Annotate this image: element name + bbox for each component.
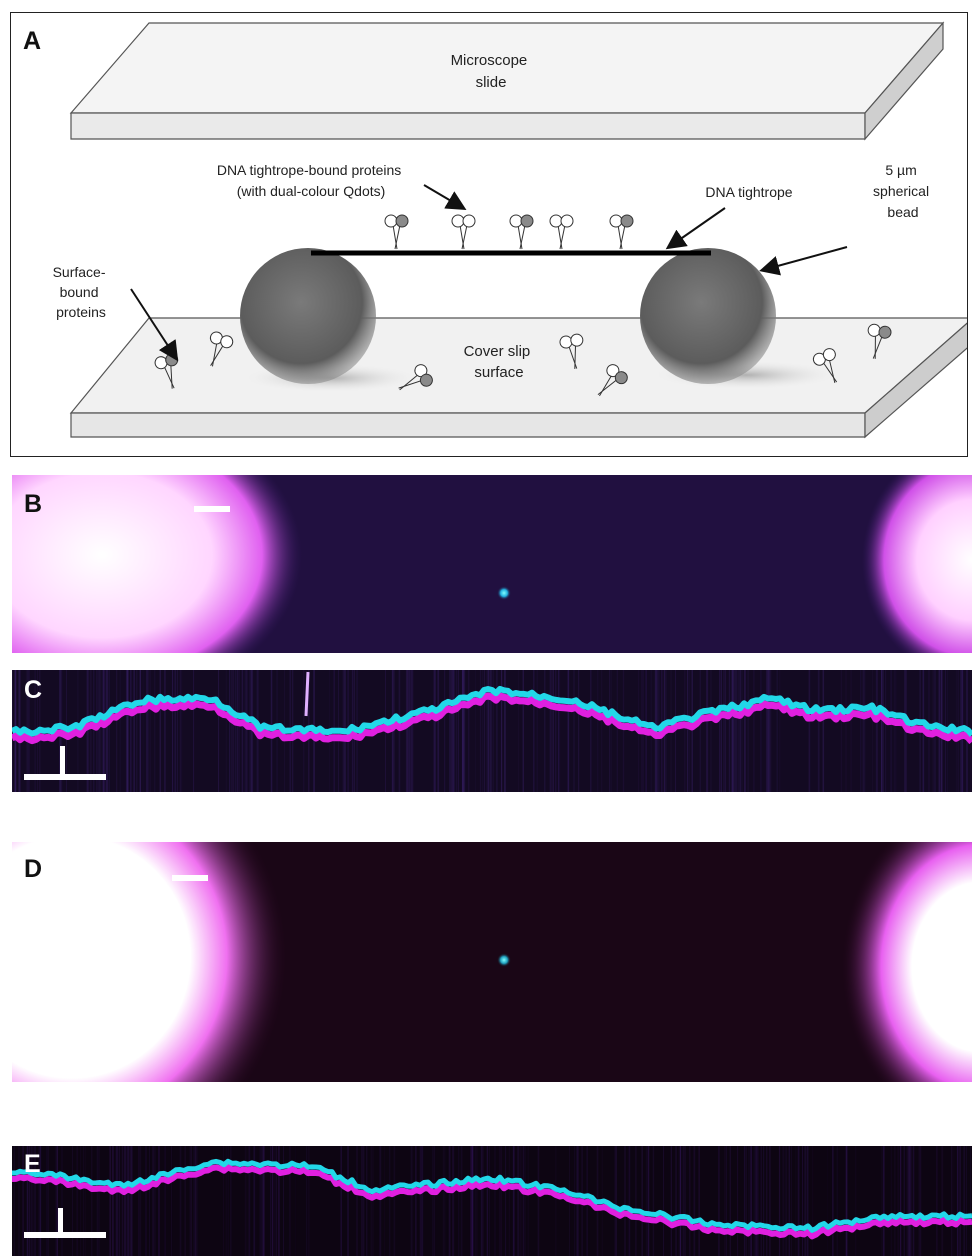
panel-c-kymograph: C <box>12 670 972 792</box>
scale-bar-horizontal <box>24 774 106 780</box>
protein-icon <box>209 331 234 367</box>
protein-icon <box>509 214 534 250</box>
panel-c-label: C <box>24 676 43 704</box>
tightrope-proteins <box>384 214 634 250</box>
panel-e-kymograph: E <box>12 1146 972 1256</box>
microscope-slide-label: Microscope slide <box>451 52 532 91</box>
bead-right <box>640 248 776 384</box>
microscope-slide-line1: Microscope <box>451 52 528 69</box>
bead-right-fluorescence <box>862 475 972 653</box>
dna-tightrope-label: DNA tightrope <box>705 184 792 200</box>
trace-e-cyan <box>12 1158 972 1233</box>
panel-d-label: D <box>24 855 43 883</box>
bead-line1: 5 µm <box>885 162 916 178</box>
scale-bar <box>172 875 208 881</box>
panel-d-micrograph <box>12 842 972 1082</box>
protein-icon <box>549 214 574 250</box>
protein-icon <box>867 323 892 359</box>
dna-bound-proteins-line2: (with dual-colour Qdots) <box>237 183 386 199</box>
arrow-bead <box>759 246 848 276</box>
panel-d-image: D <box>12 842 972 1082</box>
protein-icon <box>597 364 628 397</box>
microscope-slide <box>69 21 945 141</box>
bead-left-fluorescence <box>12 842 287 1082</box>
panel-e-label: E <box>24 1150 41 1178</box>
cover-slip-line1: Cover slip <box>464 343 531 360</box>
protein-icon <box>812 348 838 384</box>
surface-bound-line3: proteins <box>56 304 106 320</box>
panel-b-label: B <box>24 490 43 518</box>
arrow-tightrope <box>665 207 726 250</box>
trace-e-magenta <box>12 1164 972 1240</box>
scale-bar <box>194 506 230 512</box>
scale-bar-vertical <box>58 1208 63 1234</box>
scale-bar-vertical <box>60 746 65 776</box>
dna-bound-proteins-line1: DNA tightrope-bound proteins <box>217 162 401 178</box>
dna-bound-proteins-label: DNA tightrope-bound proteins (with dual-… <box>217 162 405 199</box>
arrow-bound-proteins <box>423 184 467 211</box>
surface-bound-label: Surface- bound proteins <box>53 264 110 320</box>
protein-icon <box>398 364 433 391</box>
bead-line3: bead <box>887 204 918 220</box>
trace-c-cyan <box>12 685 972 737</box>
schematic-diagram: Microscope slide Cover slip surface DNA … <box>53 21 967 439</box>
bead-line2: spherical <box>873 183 929 199</box>
protein-icon <box>559 333 584 369</box>
kymograph-e-streaks <box>13 1146 971 1256</box>
bead-label: 5 µm spherical bead <box>873 162 933 220</box>
kymograph-e <box>12 1146 972 1256</box>
qdot-spot <box>497 586 511 600</box>
qdot-spot <box>497 953 511 967</box>
panel-a-schematic: A Microscope slide <box>10 12 968 457</box>
bead-left <box>240 248 376 384</box>
kymograph-c-artifact <box>304 671 310 717</box>
cover-slip-line2: surface <box>474 364 523 381</box>
panel-a-label: A <box>23 27 42 55</box>
scale-bar-horizontal <box>24 1232 106 1238</box>
surface-bound-line1: Surface- <box>53 264 106 280</box>
surface-bound-line2: bound <box>60 284 99 300</box>
microscope-slide-line2: slide <box>476 74 507 91</box>
bead-left-fluorescence <box>12 475 302 653</box>
protein-icon <box>451 214 476 250</box>
arrow-surface <box>130 288 179 362</box>
kymograph-c-streaks <box>12 670 971 792</box>
kymograph-c <box>12 670 972 792</box>
bead-right-fluorescence <box>842 842 972 1082</box>
panel-b-micrograph <box>12 475 972 653</box>
surface-proteins <box>154 323 892 397</box>
panel-b-image: B <box>12 475 972 653</box>
protein-icon <box>384 214 409 250</box>
cover-slip-label: Cover slip surface <box>464 343 535 381</box>
trace-c-magenta <box>12 692 972 745</box>
protein-icon <box>609 214 634 250</box>
